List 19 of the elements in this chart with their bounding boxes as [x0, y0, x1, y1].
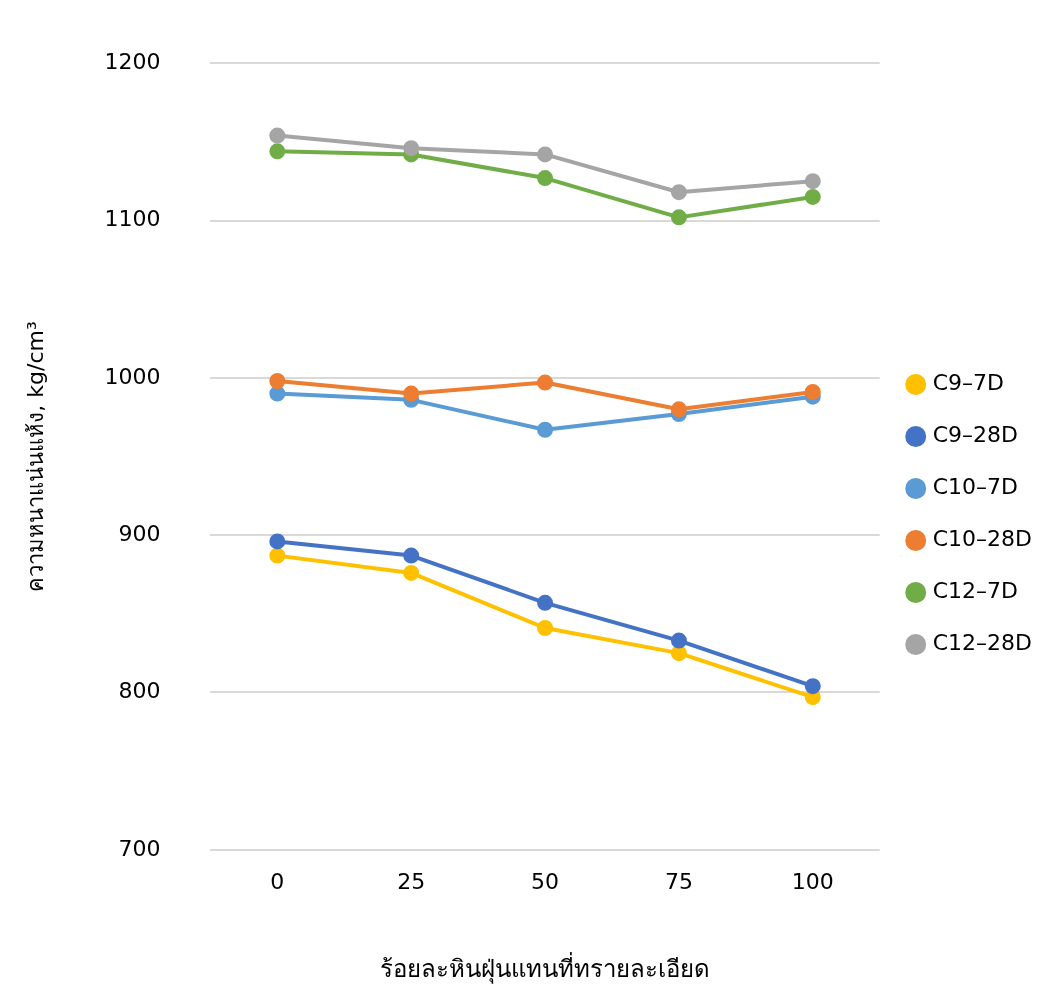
legend-label: C9–7D	[932, 370, 1005, 396]
x-tick-label: 100	[791, 868, 834, 894]
y-tick-label: 1000	[104, 363, 161, 389]
y-tick-label: 800	[118, 678, 161, 704]
x-tick-label: 25	[397, 868, 426, 894]
x-tick-label: 75	[664, 868, 693, 894]
x-tick-label: 0	[270, 868, 285, 894]
legend-label: C10–7D	[932, 474, 1019, 500]
legend-label: C12–7D	[932, 578, 1019, 604]
legend-label: C12–28D	[932, 630, 1033, 656]
y-axis-title: ความหนาแน่นแห้ง, kg/cm³	[22, 321, 48, 592]
y-tick-label: 700	[118, 835, 161, 861]
legend-label: C9–28D	[932, 422, 1019, 448]
x-tick-label: 50	[531, 868, 560, 894]
y-tick-label: 1200	[104, 48, 161, 74]
legend-label: C10–28D	[932, 526, 1033, 552]
x-axis-title: ร้อยละหินฝุ่นแทนที่ทรายละเอียด	[380, 951, 711, 984]
y-tick-label: 900	[118, 520, 161, 546]
y-tick-label: 1100	[104, 206, 161, 232]
